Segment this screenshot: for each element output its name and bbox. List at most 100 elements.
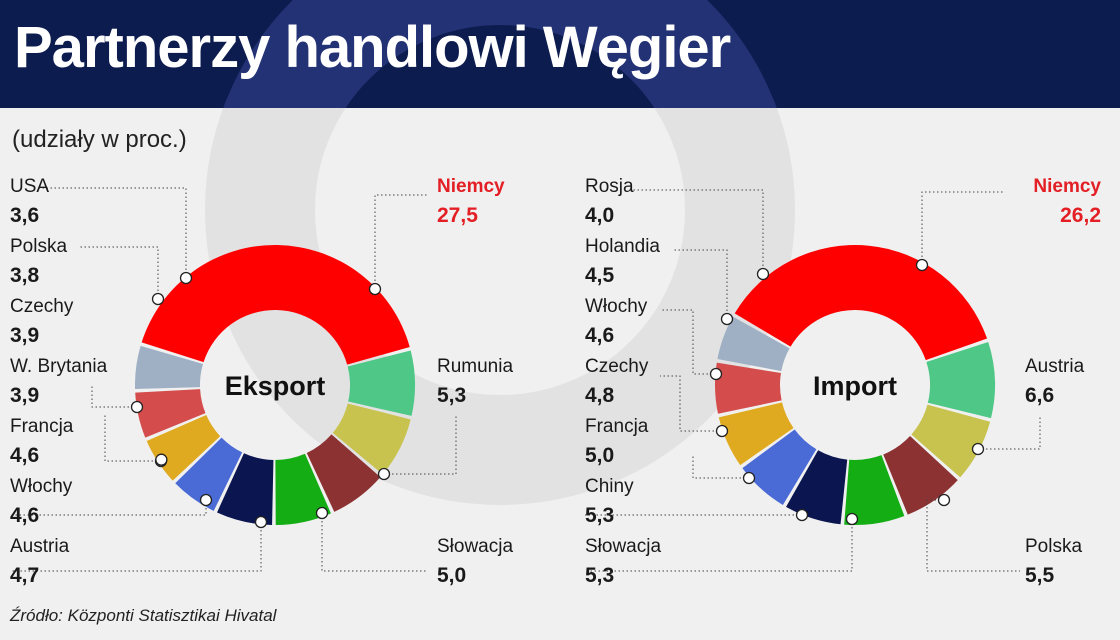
donut-slice bbox=[141, 244, 410, 365]
leader-line bbox=[10, 500, 207, 516]
donut-slice bbox=[135, 389, 206, 438]
chart-subtitle: (udziały w proc.) bbox=[12, 126, 187, 153]
slice-label-value: 4,0 bbox=[585, 204, 614, 227]
leader-marker bbox=[179, 271, 193, 285]
slice-label-value: 4,8 bbox=[585, 384, 615, 407]
slice-label-name: Francja bbox=[10, 416, 74, 437]
slice-label-name: Polska bbox=[10, 236, 67, 257]
leader-line bbox=[978, 415, 1041, 450]
leader-marker bbox=[742, 471, 756, 485]
slice-label-value: 26,2 bbox=[1060, 204, 1101, 227]
watermark-ring bbox=[205, 0, 795, 505]
donut-slice bbox=[175, 437, 243, 511]
donut-chart-2: Niemcy 26,2 Austria 6,6 Polska 5,5 Słowacja 5,3… bbox=[585, 176, 1101, 587]
leader-line bbox=[585, 519, 853, 572]
slice-label-name: Holandia bbox=[585, 236, 660, 257]
leader-line bbox=[384, 414, 457, 475]
leader-marker bbox=[715, 424, 729, 438]
slice-label-value: 4,5 bbox=[585, 264, 615, 287]
slice-label-name: Czechy bbox=[585, 356, 649, 377]
leader-line bbox=[921, 191, 1005, 265]
slice-label-value: 4,6 bbox=[10, 504, 39, 527]
header-band bbox=[0, 0, 1120, 108]
donut-slice bbox=[275, 453, 331, 525]
slice-label-name: USA bbox=[10, 176, 49, 197]
leader-line bbox=[660, 375, 722, 432]
leader-marker bbox=[937, 493, 951, 507]
donut-slice bbox=[883, 435, 958, 515]
slice-label-value: 5,0 bbox=[437, 564, 466, 587]
page-title: Partnerzy handlowi Węgier bbox=[14, 15, 731, 80]
donut-slice bbox=[911, 404, 991, 478]
leader-marker bbox=[756, 267, 770, 281]
slice-label-name: Słowacja bbox=[437, 536, 513, 557]
leader-marker bbox=[845, 512, 859, 526]
leader-line bbox=[104, 415, 161, 462]
slice-label-name: Niemcy bbox=[437, 176, 505, 197]
leader-marker bbox=[199, 493, 213, 507]
slice-label-name: Rosja bbox=[585, 176, 634, 197]
slice-label-name: Chiny bbox=[585, 476, 634, 497]
slice-label-value: 5,3 bbox=[585, 504, 614, 527]
donut-center-label: Eksport bbox=[225, 371, 326, 401]
slice-label-name: W. Brytania bbox=[10, 356, 108, 377]
leader-line bbox=[10, 522, 262, 572]
leader-marker bbox=[709, 367, 723, 381]
leader-marker bbox=[155, 453, 168, 466]
leader-marker bbox=[254, 515, 268, 529]
leader-line bbox=[662, 309, 716, 375]
leader-line bbox=[926, 499, 1020, 572]
slice-label-value: 4,6 bbox=[585, 324, 614, 347]
slice-label-name: Niemcy bbox=[1033, 176, 1101, 197]
donut-slice bbox=[926, 342, 995, 419]
slice-label-name: Włochy bbox=[10, 476, 73, 497]
slice-label-value: 4,6 bbox=[10, 444, 39, 467]
donut-slice bbox=[717, 316, 790, 372]
slice-label-name: Austria bbox=[10, 536, 70, 557]
donut-slice bbox=[718, 402, 794, 466]
slice-label-value: 3,9 bbox=[10, 384, 39, 407]
donut-slice bbox=[347, 350, 416, 416]
slice-label-name: Austria bbox=[1025, 356, 1085, 377]
slice-label-value: 3,9 bbox=[10, 324, 39, 347]
leader-marker bbox=[971, 442, 985, 456]
donut-slice bbox=[844, 455, 905, 525]
leader-line bbox=[672, 249, 728, 319]
leader-line bbox=[321, 513, 428, 572]
donut-slice bbox=[786, 450, 848, 525]
slice-label-name: Rumunia bbox=[437, 356, 513, 377]
donut-slice bbox=[306, 434, 381, 512]
donut-slice bbox=[742, 429, 817, 506]
slice-label-value: 3,8 bbox=[10, 264, 40, 287]
donut-slice bbox=[217, 453, 274, 525]
slice-label-value: 5,3 bbox=[437, 384, 466, 407]
leader-marker bbox=[368, 282, 382, 296]
leader-line bbox=[374, 194, 428, 289]
slice-label-name: Polska bbox=[1025, 536, 1082, 557]
slice-label-value: 5,3 bbox=[585, 564, 614, 587]
leader-line bbox=[692, 455, 749, 479]
slice-label-value: 4,7 bbox=[10, 564, 39, 587]
slice-label-name: Francja bbox=[585, 416, 649, 437]
leader-marker bbox=[915, 258, 929, 272]
source-note: Źródło: Központi Statisztikai Hivatal bbox=[10, 606, 277, 625]
leader-line bbox=[630, 189, 764, 274]
leader-line bbox=[37, 187, 187, 278]
leader-marker bbox=[151, 292, 165, 306]
slice-label-value: 5,0 bbox=[585, 444, 614, 467]
donut-slice bbox=[135, 345, 203, 389]
slice-label-value: 27,5 bbox=[437, 204, 478, 227]
leader-marker bbox=[720, 312, 734, 326]
slice-label-value: 6,6 bbox=[1025, 384, 1054, 407]
slice-label-value: 5,5 bbox=[1025, 564, 1055, 587]
donut-slice bbox=[332, 403, 411, 475]
slice-label-name: Włochy bbox=[585, 296, 648, 317]
leader-marker bbox=[315, 506, 329, 520]
slice-label-name: Czechy bbox=[10, 296, 74, 317]
donut-slice bbox=[734, 245, 988, 361]
leader-marker bbox=[377, 467, 391, 481]
slice-label-name: Słowacja bbox=[585, 536, 661, 557]
leader-marker bbox=[130, 400, 144, 414]
